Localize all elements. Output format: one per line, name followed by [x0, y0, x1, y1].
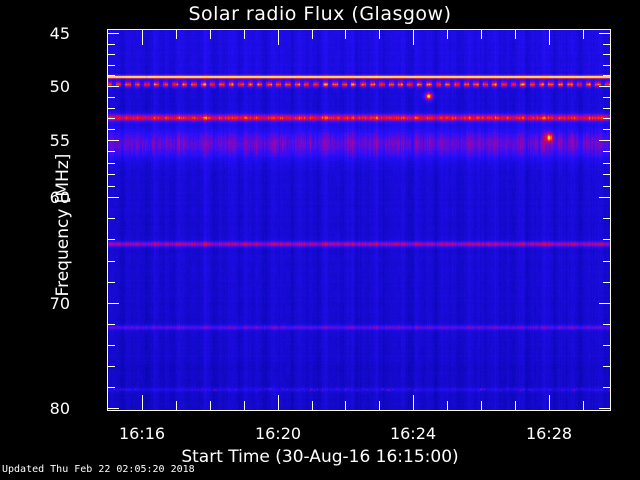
y-tick-minor	[108, 75, 115, 76]
x-tick-minor	[244, 401, 245, 410]
page-title: Solar radio Flux (Glasgow)	[188, 3, 452, 25]
y-tick-minor-right	[603, 366, 610, 367]
y-tick-minor	[108, 186, 115, 187]
y-tick-major-right	[599, 33, 610, 34]
y-tick-minor	[108, 129, 115, 130]
y-tick-minor	[108, 108, 115, 109]
y-tick-minor	[108, 65, 115, 66]
y-tick-minor-right	[603, 44, 610, 45]
x-tick-major	[142, 395, 143, 410]
y-tick-major	[108, 408, 119, 409]
y-tick-minor-right	[603, 174, 610, 175]
y-tick-label: 70	[49, 294, 70, 313]
y-tick-minor	[108, 282, 115, 283]
x-tick-label: 16:24	[389, 424, 437, 443]
x-tick-label: 16:16	[118, 424, 166, 443]
y-tick-major	[108, 303, 119, 304]
y-tick-major-right	[599, 303, 610, 304]
x-tick-minor-top	[345, 30, 346, 39]
y-tick-minor-right	[603, 239, 610, 240]
x-tick-minor	[583, 401, 584, 410]
y-tick-minor	[108, 97, 115, 98]
x-tick-major-top	[278, 30, 279, 45]
y-tick-minor-right	[603, 218, 610, 219]
y-tick-label: 45	[49, 24, 70, 43]
x-tick-minor-top	[312, 30, 313, 39]
y-axis-title: Frequency [MHz]	[53, 153, 73, 297]
y-tick-major	[108, 33, 119, 34]
y-tick-minor	[108, 261, 115, 262]
y-tick-minor	[108, 174, 115, 175]
x-tick-minor	[312, 401, 313, 410]
y-tick-minor	[108, 44, 115, 45]
spectrogram-canvas[interactable]	[108, 30, 610, 410]
y-tick-minor-right	[603, 54, 610, 55]
x-tick-minor-top	[515, 30, 516, 39]
x-tick-minor	[515, 401, 516, 410]
y-tick-minor-right	[603, 97, 610, 98]
y-tick-label: 55	[49, 131, 70, 150]
x-tick-minor-top	[481, 30, 482, 39]
x-axis-title: Start Time (30-Aug-16 16:15:00)	[181, 447, 459, 467]
x-tick-minor-top	[583, 30, 584, 39]
x-tick-label: 16:20	[254, 424, 302, 443]
y-tick-minor	[108, 151, 115, 152]
x-tick-minor-top	[379, 30, 380, 39]
x-tick-minor	[176, 401, 177, 410]
y-tick-minor-right	[603, 387, 610, 388]
y-tick-minor	[108, 366, 115, 367]
y-tick-major	[108, 197, 119, 198]
y-tick-label: 60	[49, 188, 70, 207]
y-tick-minor-right	[603, 65, 610, 66]
x-tick-minor-top	[210, 30, 211, 39]
x-tick-major	[549, 395, 550, 410]
x-tick-major	[413, 395, 414, 410]
x-tick-major-top	[549, 30, 550, 45]
y-tick-minor	[108, 163, 115, 164]
x-tick-minor	[345, 401, 346, 410]
y-tick-minor-right	[603, 118, 610, 119]
x-tick-major-top	[413, 30, 414, 45]
x-tick-minor	[379, 401, 380, 410]
y-tick-major-right	[599, 197, 610, 198]
x-tick-major-top	[142, 30, 143, 45]
y-tick-label: 80	[49, 399, 70, 418]
y-tick-minor	[108, 387, 115, 388]
x-tick-major	[278, 395, 279, 410]
y-tick-major	[108, 86, 119, 87]
y-tick-minor-right	[603, 261, 610, 262]
y-tick-minor	[108, 239, 115, 240]
y-tick-minor-right	[603, 186, 610, 187]
y-tick-major-right	[599, 86, 610, 87]
x-tick-label: 16:28	[525, 424, 573, 443]
y-tick-minor-right	[603, 108, 610, 109]
x-tick-minor	[447, 401, 448, 410]
y-tick-major-right	[599, 140, 610, 141]
x-tick-minor	[210, 401, 211, 410]
x-tick-minor-top	[244, 30, 245, 39]
x-tick-minor-top	[447, 30, 448, 39]
x-tick-minor-top	[176, 30, 177, 39]
y-tick-minor	[108, 118, 115, 119]
y-tick-minor	[108, 345, 115, 346]
y-tick-minor-right	[603, 129, 610, 130]
y-tick-major	[108, 140, 119, 141]
updated-timestamp: Updated Thu Feb 22 02:05:20 2018	[2, 464, 195, 475]
y-tick-minor	[108, 218, 115, 219]
y-tick-minor-right	[603, 75, 610, 76]
spectrogram-plot-area[interactable]	[108, 30, 610, 410]
x-tick-minor	[481, 401, 482, 410]
y-tick-minor-right	[603, 324, 610, 325]
y-tick-major-right	[599, 408, 610, 409]
y-tick-minor	[108, 324, 115, 325]
y-tick-minor-right	[603, 282, 610, 283]
y-tick-minor-right	[603, 151, 610, 152]
y-tick-minor	[108, 54, 115, 55]
y-tick-minor-right	[603, 163, 610, 164]
y-tick-label: 50	[49, 77, 70, 96]
y-tick-minor-right	[603, 345, 610, 346]
